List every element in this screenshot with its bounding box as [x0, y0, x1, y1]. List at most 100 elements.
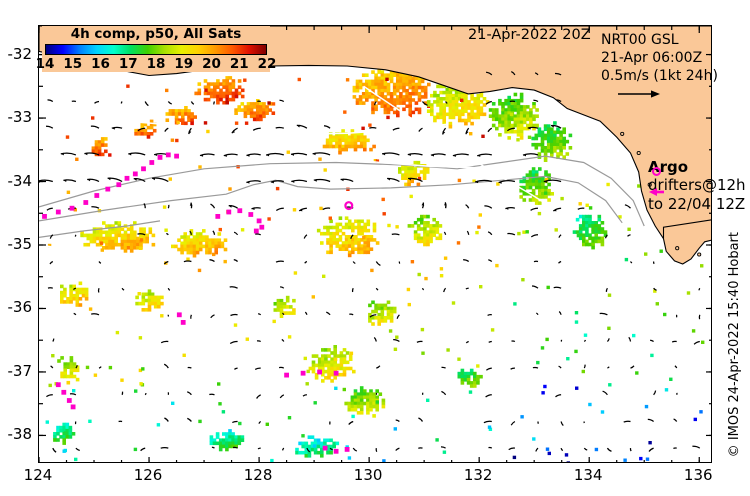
sst-cell — [320, 441, 324, 446]
sst-cell — [68, 425, 73, 430]
sst-cell — [476, 374, 480, 379]
sst-cell — [588, 402, 592, 407]
sst-cell — [407, 173, 411, 177]
sst-cell — [341, 241, 346, 245]
sst-cell — [335, 225, 340, 230]
argo-drifter-arrow-icon — [649, 188, 664, 196]
sst-patch — [165, 106, 197, 126]
nrt-line-2: 21-Apr 06:00Z — [601, 50, 703, 66]
sst-cell — [516, 138, 520, 142]
sst-cell — [423, 95, 428, 99]
current-vector — [629, 448, 632, 452]
sst-cell — [439, 90, 443, 95]
sst-cell — [516, 129, 521, 134]
sst-cell — [374, 306, 378, 311]
sst-cell — [320, 241, 324, 245]
sst-cell — [371, 110, 375, 115]
drifter-position — [149, 160, 155, 165]
sst-cell — [148, 230, 153, 235]
sst-cell — [430, 103, 434, 107]
sst-cell — [519, 114, 524, 118]
current-vector — [510, 420, 516, 426]
sst-cell — [228, 76, 233, 80]
sst-cell — [206, 91, 211, 96]
sst-cell — [468, 390, 473, 394]
sst-cell — [423, 224, 427, 228]
sst-cell — [351, 225, 355, 230]
current-vector — [692, 445, 701, 449]
sst-cell — [359, 411, 364, 415]
current-vector — [187, 366, 192, 369]
sst-cell — [383, 316, 388, 320]
sst-cell — [222, 438, 226, 442]
sst-cell — [133, 447, 138, 452]
map-plot-area[interactable] — [38, 25, 712, 463]
sst-cell — [86, 233, 91, 238]
sst-cell — [448, 109, 453, 113]
sst-cell — [335, 244, 340, 248]
sst-cell — [644, 404, 649, 409]
sst-cell — [470, 112, 474, 117]
contours — [39, 85, 645, 294]
sst-cell — [501, 102, 505, 106]
current-vector — [252, 127, 261, 131]
sst-cell — [329, 444, 333, 449]
sst-cell — [65, 425, 70, 430]
sst-cell — [353, 147, 358, 152]
sst-cell — [436, 93, 440, 98]
sst-cell — [123, 242, 128, 247]
sst-cell — [392, 104, 397, 108]
sst-cell — [426, 224, 430, 228]
sst-cell — [380, 101, 385, 105]
drifter-position — [215, 214, 221, 219]
sst-cell — [369, 147, 373, 152]
sst-patch — [488, 92, 539, 140]
sst-cell — [202, 229, 206, 233]
sst-cell — [347, 138, 352, 143]
current-vector — [463, 259, 470, 263]
sst-cell — [347, 222, 352, 227]
sst-cell — [380, 92, 385, 96]
current-vector — [550, 124, 562, 129]
sst-cell — [381, 401, 386, 406]
sst-cell — [136, 236, 140, 241]
sst-cell — [321, 348, 325, 352]
sst-cell — [693, 417, 697, 422]
sst-cell — [332, 225, 336, 230]
current-vector — [623, 420, 631, 423]
sst-cell — [344, 247, 349, 251]
sst-cell — [519, 129, 524, 134]
sst-cell — [372, 401, 376, 406]
sst-cell — [190, 118, 194, 122]
sst-cell — [240, 228, 245, 232]
sst-cell — [408, 92, 412, 96]
sst-cell — [543, 136, 548, 141]
current-vector — [304, 260, 308, 264]
sst-cell — [329, 250, 333, 255]
sst-cell — [100, 137, 105, 141]
sst-cell — [320, 444, 324, 449]
sst-cell — [145, 236, 149, 241]
current-vector — [258, 420, 262, 424]
sst-cell — [102, 221, 106, 225]
sst-cell — [324, 363, 328, 368]
sst-cell — [445, 87, 450, 92]
sst-cell — [134, 389, 138, 393]
sst-cell — [289, 311, 293, 315]
sst-cell — [86, 242, 91, 247]
sst-cell — [228, 441, 232, 446]
sst-cell — [476, 112, 481, 117]
sst-cell — [541, 391, 545, 395]
sst-cell — [420, 214, 424, 219]
sst-cell — [513, 114, 518, 118]
sst-cell — [370, 268, 374, 273]
sst-cell — [513, 92, 518, 97]
sst-cell — [256, 114, 260, 119]
sst-cell — [329, 219, 333, 224]
sst-cell — [445, 103, 450, 107]
sst-cell — [553, 121, 557, 125]
sst-cell — [231, 85, 236, 89]
sst-cell — [192, 241, 197, 246]
sst-cell — [417, 85, 422, 90]
sst-cell — [203, 97, 208, 102]
